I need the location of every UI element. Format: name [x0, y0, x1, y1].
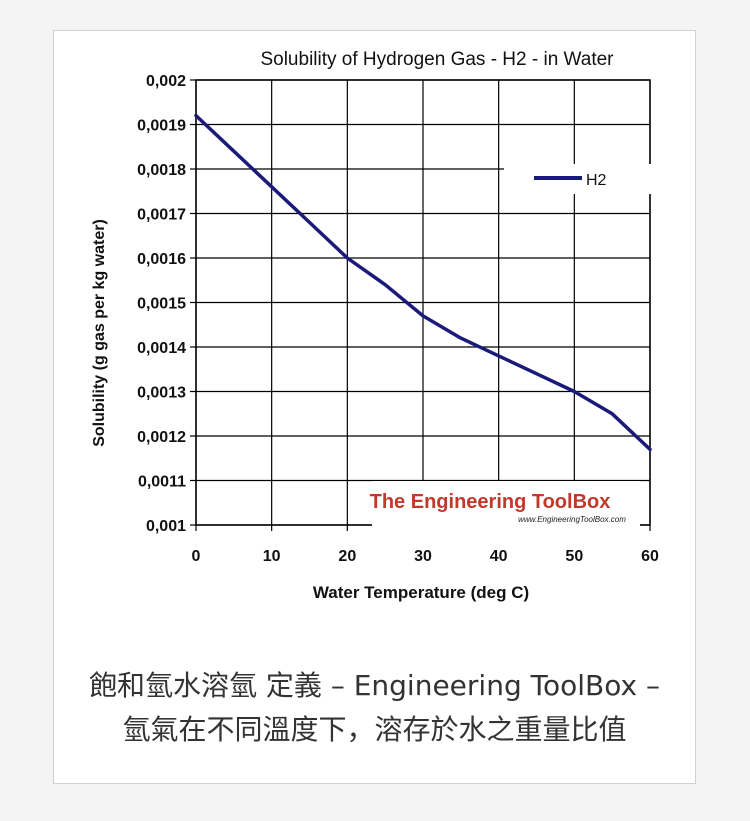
x-tick-label: 50	[565, 548, 583, 565]
watermark-logo: The Engineering ToolBox	[370, 491, 611, 513]
y-tick-label: 0,002	[146, 73, 186, 90]
y-tick-label: 0,0017	[137, 207, 186, 224]
figure-card: 0,001 0,0011 0,0012 0,0013 0,0014 0,0015 0,001…	[53, 30, 696, 784]
x-axis-label: Water Temperature (deg C)	[313, 583, 529, 602]
series-line-h2	[194, 113, 652, 452]
series-lines	[194, 113, 652, 452]
watermark-box	[372, 481, 640, 531]
legend: H2	[504, 164, 654, 194]
y-tick-label: 0,0018	[137, 162, 186, 179]
solubility-chart: 0,001 0,0011 0,0012 0,0013 0,0014 0,0015 0,001…	[91, 49, 659, 602]
y-tick-label: 0,0011	[138, 474, 186, 491]
y-tick-label: 0,0015	[137, 296, 186, 313]
caption: 飽和氫水溶氫 定義 – Engineering ToolBox – 氫氣在不同溫…	[54, 664, 695, 752]
grid	[195, 79, 651, 526]
y-tick-label: 0,0014	[137, 340, 186, 357]
watermark: The Engineering ToolBox www.EngineeringT…	[370, 481, 640, 531]
y-tick-label: 0,0019	[137, 118, 186, 135]
caption-line-1: 飽和氫水溶氫 定義 – Engineering ToolBox –	[89, 669, 660, 702]
x-tick-label: 60	[641, 548, 659, 565]
x-axis: 0 10 20 30 40 50 60	[192, 525, 659, 565]
x-tick-label: 30	[414, 548, 432, 565]
x-tick-label: 20	[338, 548, 356, 565]
x-tick-label: 0	[192, 548, 201, 565]
y-tick-label: 0,0013	[137, 385, 186, 402]
y-tick-label: 0,0012	[137, 429, 186, 446]
watermark-url: www.EngineeringToolBox.com	[518, 515, 626, 524]
y-tick-label: 0,0016	[137, 251, 186, 268]
x-tick-label: 10	[263, 548, 281, 565]
chart-title: Solubility of Hydrogen Gas - H2 - in Wat…	[260, 49, 614, 70]
x-tick-label: 40	[490, 548, 508, 565]
caption-line-2: 氫氣在不同溫度下，溶存於水之重量比值	[122, 713, 627, 746]
legend-label-h2: H2	[586, 172, 607, 189]
y-axis-label: Solubility (g gas per kg water)	[91, 219, 108, 447]
y-tick-label: 0,001	[146, 518, 186, 535]
y-axis: 0,001 0,0011 0,0012 0,0013 0,0014 0,0015 0,001…	[137, 73, 196, 535]
